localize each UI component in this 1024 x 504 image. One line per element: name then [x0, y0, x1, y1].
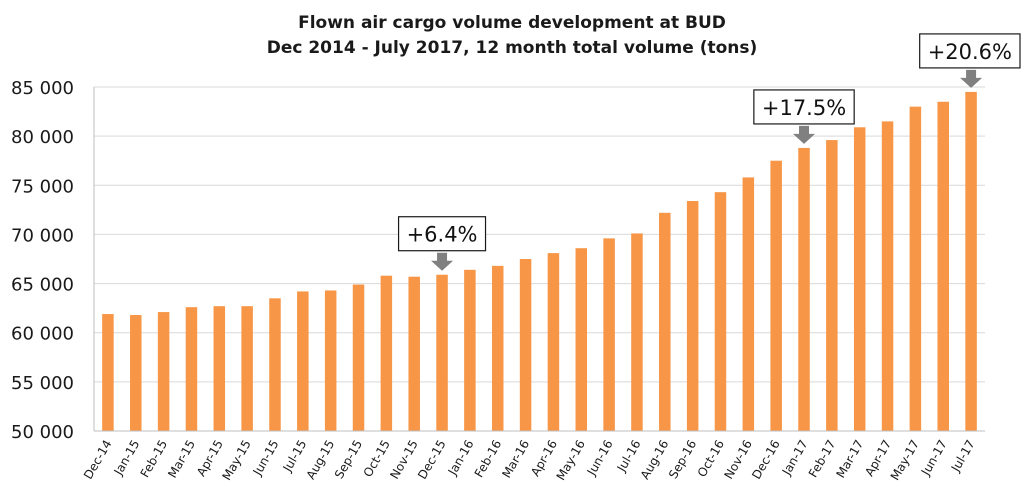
bar [714, 192, 727, 431]
y-tick-label: 50 000 [11, 422, 74, 443]
bar [408, 276, 420, 431]
x-tick-label: Dec-15 [415, 438, 449, 482]
x-tick-label: Jul-16 [614, 438, 644, 475]
annotation-arrow [960, 69, 983, 88]
x-tick-label: Jun-17 [918, 438, 950, 479]
bar [157, 312, 170, 431]
y-axis-ticks: 50 000 55 000 60 000 65 000 70 000 75 000 80 0… [11, 78, 74, 443]
x-tick-label: Sep-16 [666, 438, 699, 482]
bar [575, 248, 588, 431]
bar [603, 238, 615, 431]
bar [102, 314, 114, 431]
x-tick-label: Jun-16 [584, 438, 616, 479]
x-tick-label: Jun-15 [250, 438, 282, 479]
bar [659, 212, 671, 431]
bar [324, 290, 337, 431]
axes [93, 87, 985, 432]
annotation-label: +17.5% [762, 96, 846, 120]
x-tick-label: Jul-17 [948, 438, 978, 475]
bar [798, 147, 810, 432]
x-tick-label: Mar-15 [165, 438, 198, 481]
bar [937, 101, 949, 431]
y-tick-label: 55 000 [11, 373, 74, 394]
y-tick-label: 70 000 [11, 225, 74, 246]
x-tick-label: Mar-16 [499, 438, 532, 481]
bar [185, 307, 198, 431]
bar [519, 259, 532, 431]
bar [491, 265, 504, 431]
bars [102, 91, 977, 432]
x-tick-label: Dec-16 [749, 438, 783, 482]
chart-title-line-1: Flown air cargo volume development at BU… [298, 13, 726, 33]
annotation-arrow [793, 125, 816, 144]
annotation-label: +6.4% [407, 223, 478, 247]
bar [130, 315, 142, 431]
chart-title: Flown air cargo volume development at BU… [267, 13, 758, 58]
bar [464, 269, 476, 431]
annotation-arrow [431, 252, 454, 271]
bar [853, 127, 866, 431]
bar [352, 284, 365, 431]
annotation-box [753, 89, 855, 125]
bar [742, 177, 755, 431]
y-tick-label: 65 000 [11, 275, 74, 296]
y-tick-label: 80 000 [11, 127, 74, 148]
bar [380, 275, 393, 431]
gridlines [94, 86, 985, 383]
x-axis-ticks: Dec-14Jan-15Feb-15Mar-15Apr-15May-15Jun-… [81, 438, 978, 483]
bar [770, 160, 782, 431]
bar [297, 291, 309, 431]
annotations: +6.4% +17.5% +20.6% [397, 33, 1021, 271]
bar [686, 201, 699, 431]
chart-title-line-2: Dec 2014 - July 2017, 12 month total vol… [267, 38, 758, 58]
x-tick-label: Dec-14 [81, 438, 115, 482]
bar [826, 140, 838, 431]
y-tick-label: 85 000 [11, 78, 74, 99]
x-tick-label: Jul-15 [280, 438, 310, 475]
bar [965, 91, 977, 432]
x-tick-label: Sep-15 [332, 438, 365, 482]
bar [269, 298, 281, 431]
y-tick-label: 75 000 [11, 176, 74, 197]
annotation-box [397, 216, 487, 252]
bar [436, 274, 448, 431]
bar [213, 306, 226, 431]
y-tick-label: 60 000 [11, 324, 74, 345]
bar [909, 106, 922, 432]
bar [241, 306, 253, 431]
annotation-box [919, 33, 1021, 69]
bar [881, 121, 894, 432]
annotation-label: +20.6% [928, 40, 1012, 64]
bar [631, 233, 643, 431]
bar [547, 253, 560, 431]
x-tick-label: Mar-17 [833, 438, 866, 481]
